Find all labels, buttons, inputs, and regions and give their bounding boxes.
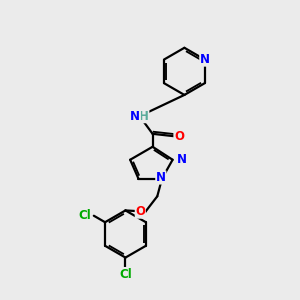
Text: O: O	[135, 205, 145, 218]
Text: Cl: Cl	[119, 268, 132, 281]
Text: N: N	[156, 171, 166, 184]
Text: N: N	[200, 53, 210, 66]
Text: Cl: Cl	[78, 209, 91, 222]
Text: H: H	[139, 110, 149, 123]
Text: O: O	[174, 130, 184, 143]
Text: N: N	[177, 153, 187, 166]
Text: N: N	[130, 110, 140, 123]
